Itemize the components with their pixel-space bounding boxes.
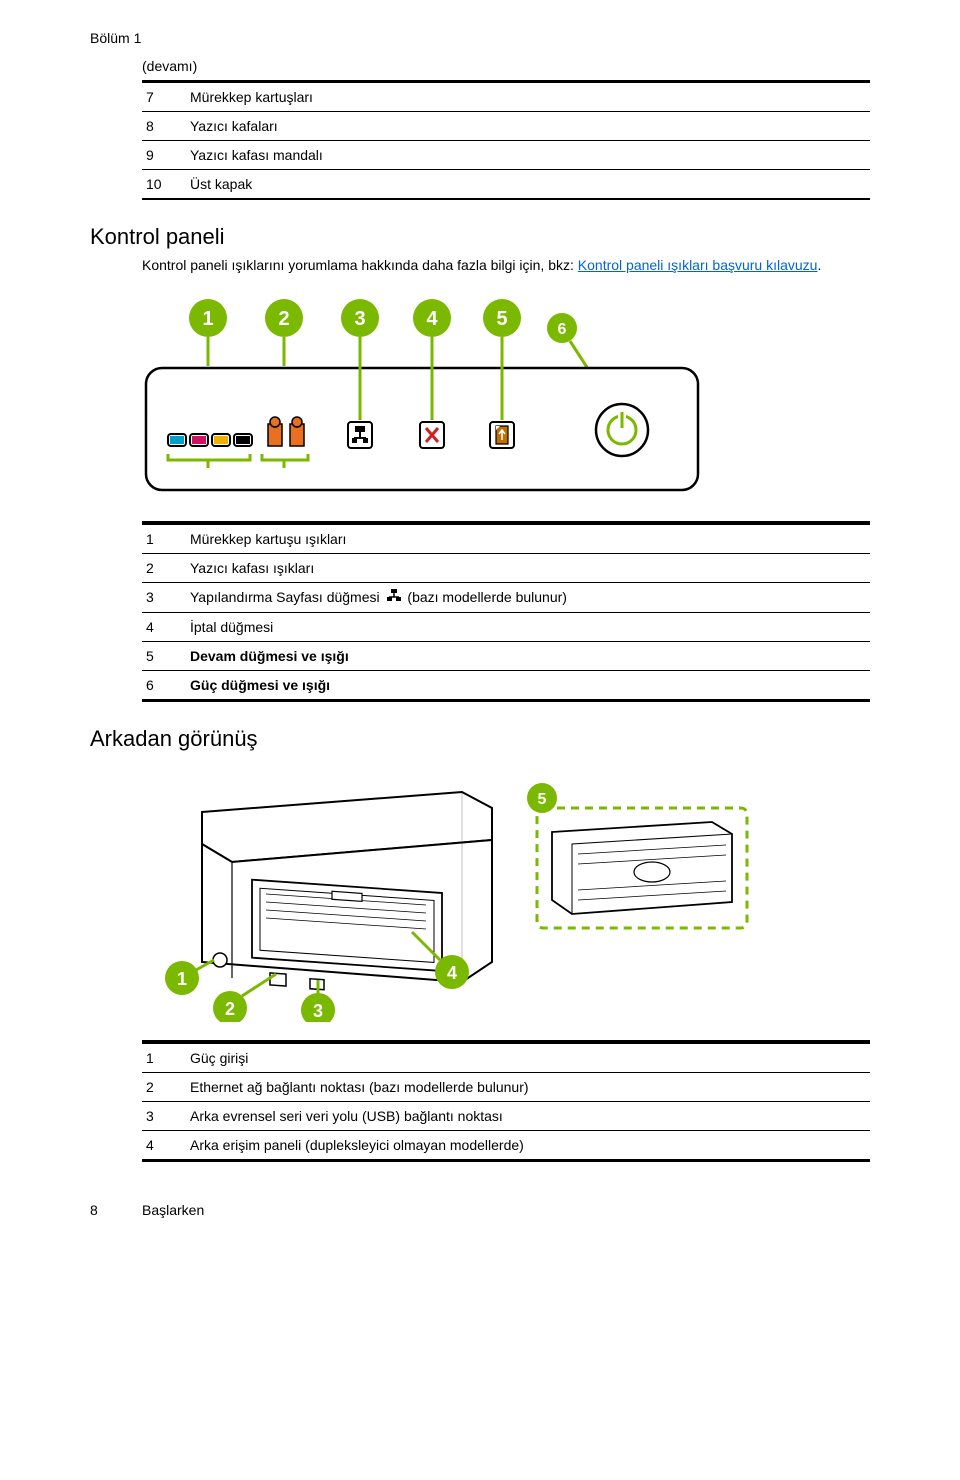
page-number: 8 — [90, 1202, 142, 1218]
row-number: 3 — [142, 1102, 186, 1130]
row-label: Üst kapak — [186, 170, 870, 198]
row-label: Arka erişim paneli (dupleksleyici olmaya… — [186, 1131, 870, 1159]
table-row: 6 Güç düğmesi ve ışığı — [142, 671, 870, 699]
table-row: 1 Güç girişi — [142, 1044, 870, 1073]
row-label: Mürekkep kartuşları — [186, 83, 870, 111]
rear-view-heading: Arkadan görünüş — [90, 726, 870, 752]
row-number: 5 — [142, 642, 186, 670]
row-number: 7 — [142, 83, 186, 111]
row-number: 1 — [142, 1044, 186, 1072]
callout-rear-3: 3 — [313, 1001, 323, 1021]
row-number: 4 — [142, 613, 186, 641]
table-row: 10 Üst kapak — [142, 170, 870, 198]
intro-pre: Kontrol paneli ışıklarını yorumlama hakk… — [142, 257, 578, 273]
row-number: 10 — [142, 170, 186, 198]
row-label: Yapılandırma Sayfası düğmesi (bazı model… — [186, 583, 870, 613]
control-panel-figure: 1 2 3 4 5 6 — [142, 296, 732, 501]
intro-link[interactable]: Kontrol paneli ışıkları başvuru kılavuzu — [578, 257, 818, 273]
row-label: Güç girişi — [186, 1044, 870, 1072]
table-row: 7 Mürekkep kartuşları — [142, 83, 870, 112]
table-row: 9 Yazıcı kafası mandalı — [142, 141, 870, 170]
callout-rear-2: 2 — [225, 999, 235, 1019]
row-label: Güç düğmesi ve ışığı — [186, 671, 870, 699]
control-panel-svg: 1 2 3 4 5 6 — [142, 296, 732, 496]
table-row: 1 Mürekkep kartuşu ışıkları — [142, 525, 870, 554]
row-number: 9 — [142, 141, 186, 169]
callout-4: 4 — [426, 308, 438, 330]
row-label: Ethernet ağ bağlantı noktası (bazı model… — [186, 1073, 870, 1101]
table-row: 8 Yazıcı kafaları — [142, 112, 870, 141]
row-label: Devam düğmesi ve ışığı — [186, 642, 870, 670]
continued-label: (devamı) — [142, 58, 870, 74]
callout-rear-5: 5 — [538, 791, 547, 808]
row-number: 8 — [142, 112, 186, 140]
row-number: 6 — [142, 671, 186, 699]
callout-1: 1 — [202, 308, 213, 330]
duplexer-drawing — [537, 808, 747, 928]
power-button — [596, 404, 648, 456]
row-label: İptal düğmesi — [186, 613, 870, 641]
row-number: 4 — [142, 1131, 186, 1159]
callout-5: 5 — [496, 308, 507, 330]
callout-3: 3 — [354, 308, 365, 330]
table-row: 3 Arka evrensel seri veri yolu (USB) bağ… — [142, 1102, 870, 1131]
table-row: 2 Ethernet ağ bağlantı noktası (bazı mod… — [142, 1073, 870, 1102]
intro-post: . — [817, 257, 821, 273]
row-label-post: (bazı modellerde bulunur) — [404, 589, 567, 605]
config-page-button — [348, 422, 372, 448]
row-label: Yazıcı kafası ışıkları — [186, 554, 870, 582]
callout-2: 2 — [278, 308, 289, 330]
parts-continued-table: 7 Mürekkep kartuşları 8 Yazıcı kafaları … — [142, 80, 870, 200]
row-number: 2 — [142, 554, 186, 582]
row-number: 3 — [142, 583, 186, 613]
callout-rear-4: 4 — [447, 963, 457, 983]
control-panel-intro: Kontrol paneli ışıklarını yorumlama hakk… — [142, 256, 870, 276]
table-row: 2 Yazıcı kafası ışıkları — [142, 554, 870, 583]
network-icon — [386, 589, 402, 606]
callout-6: 6 — [558, 321, 567, 338]
table-row: 4 İptal düğmesi — [142, 613, 870, 642]
row-number: 2 — [142, 1073, 186, 1101]
row-label: Arka evrensel seri veri yolu (USB) bağla… — [186, 1102, 870, 1130]
row-number: 1 — [142, 525, 186, 553]
row-label: Yazıcı kafası mandalı — [186, 141, 870, 169]
chapter-label: Bölüm 1 — [90, 30, 870, 46]
control-panel-heading: Kontrol paneli — [90, 224, 870, 250]
rear-view-table: 1 Güç girişi 2 Ethernet ağ bağlantı nokt… — [142, 1040, 870, 1162]
page-footer: 8 Başlarken — [90, 1202, 870, 1218]
resume-button — [490, 422, 514, 448]
table-row: 3 Yapılandırma Sayfası düğmesi (bazı mod… — [142, 583, 870, 614]
table-row: 5 Devam düğmesi ve ışığı — [142, 642, 870, 671]
row-label: Yazıcı kafaları — [186, 112, 870, 140]
rear-view-figure: 1 2 3 4 5 — [142, 772, 762, 1022]
footer-section: Başlarken — [142, 1202, 204, 1218]
callout-rear-1: 1 — [177, 969, 187, 989]
cancel-button — [420, 422, 444, 448]
row-label-pre: Yapılandırma Sayfası düğmesi — [190, 589, 384, 605]
control-panel-table: 1 Mürekkep kartuşu ışıkları 2 Yazıcı kaf… — [142, 521, 870, 703]
table-row: 4 Arka erişim paneli (dupleksleyici olma… — [142, 1131, 870, 1159]
row-label: Mürekkep kartuşu ışıkları — [186, 525, 870, 553]
